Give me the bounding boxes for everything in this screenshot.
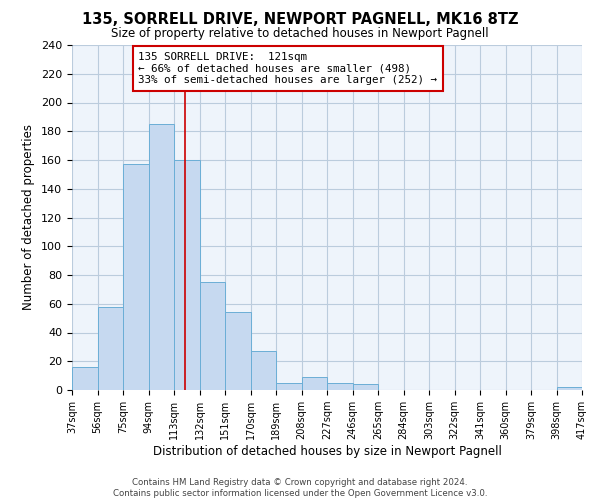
Bar: [251, 351, 276, 390]
Bar: [353, 384, 378, 390]
Bar: [174, 160, 199, 390]
Bar: [199, 282, 225, 390]
Text: 135, SORRELL DRIVE, NEWPORT PAGNELL, MK16 8TZ: 135, SORRELL DRIVE, NEWPORT PAGNELL, MK1…: [82, 12, 518, 28]
Text: Contains HM Land Registry data © Crown copyright and database right 2024.
Contai: Contains HM Land Registry data © Crown c…: [113, 478, 487, 498]
Y-axis label: Number of detached properties: Number of detached properties: [22, 124, 35, 310]
Text: 135 SORRELL DRIVE:  121sqm
← 66% of detached houses are smaller (498)
33% of sem: 135 SORRELL DRIVE: 121sqm ← 66% of detac…: [139, 52, 437, 85]
Bar: [557, 387, 582, 390]
X-axis label: Distribution of detached houses by size in Newport Pagnell: Distribution of detached houses by size …: [152, 445, 502, 458]
Bar: [302, 377, 327, 390]
Bar: [72, 367, 97, 390]
Bar: [97, 306, 123, 390]
Text: Size of property relative to detached houses in Newport Pagnell: Size of property relative to detached ho…: [111, 28, 489, 40]
Bar: [276, 383, 302, 390]
Bar: [225, 312, 251, 390]
Bar: [123, 164, 149, 390]
Bar: [149, 124, 174, 390]
Bar: [327, 383, 353, 390]
